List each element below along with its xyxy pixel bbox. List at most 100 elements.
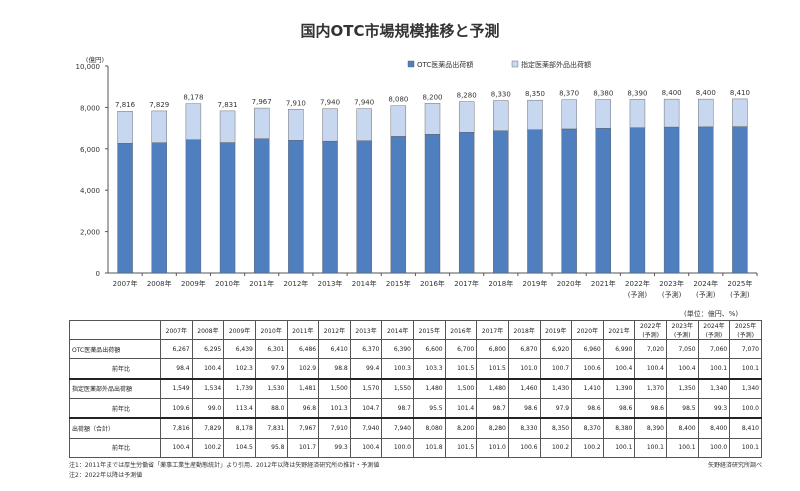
note-1: 注1：2011年までは厚生労働省「薬事工業生産動態統計」より引用、2012年以降… [69, 462, 380, 469]
table-cell: 100.1 [666, 437, 699, 459]
table-row: 前年比 98.4 100.4 102.3 97.9 102.9 98.8 99.4 100.3 1… [69, 358, 762, 379]
table-cell: 102.3 [223, 358, 256, 379]
bar-otc [117, 143, 133, 274]
row-label: 前年比 [69, 358, 161, 379]
table-cell: 1,480 [413, 377, 446, 399]
table-row: 前年比 100.4 100.2 104.5 95.8 101.7 99.3 100.4 100.… [69, 437, 762, 459]
table-cell: 98.7 [381, 397, 414, 419]
stacked-bar-chart: 0 2,000 4,000 6,000 8,000 10,000(億円) 7,816 2007… [76, 55, 758, 299]
bar-otc [151, 142, 167, 274]
forecast-mark: (予測) [696, 290, 716, 299]
table-cell: 100.4 [160, 437, 193, 459]
x-tick-label: 2021年 [591, 279, 616, 288]
table-cell: 6,800 [476, 338, 509, 360]
table-cell: 98.6 [507, 397, 541, 419]
table-cell: 88.0 [254, 397, 288, 419]
column-header: 2016年 [444, 320, 478, 340]
data-label-total: 8,380 [593, 90, 613, 98]
bar-quasi-drug [527, 99, 543, 130]
data-label-total: 7,910 [286, 99, 306, 107]
table-cell: 6,439 [223, 338, 256, 360]
column-header: 2019年 [539, 320, 573, 340]
table-row: 出荷額（合計） 7,816 7,829 8,178 7,831 7,967 7,910 7,9… [69, 417, 762, 439]
row-label: OTC医薬品出荷額 [69, 338, 161, 360]
x-tick-label: 2025年 [728, 279, 753, 288]
bar-quasi-drug [698, 98, 714, 128]
bar-quasi-drug [254, 107, 270, 139]
x-tick-label: 2018年 [488, 279, 513, 288]
table-cell: 8,370 [571, 417, 604, 439]
table-cell: 8,330 [507, 417, 541, 439]
y-tick-label: 0 [96, 270, 100, 278]
table-cell: 6,295 [191, 338, 225, 360]
data-label-total: 8,200 [422, 93, 442, 101]
table-cell: 101.5 [444, 358, 478, 379]
table-cell: 8,178 [223, 417, 256, 439]
bar-otc [527, 129, 543, 274]
table-cell: 98.6 [571, 397, 604, 419]
bar-otc [356, 140, 372, 274]
forecast-mark: (予測) [662, 290, 682, 299]
x-tick-label: 2012年 [283, 279, 308, 288]
bar-quasi-drug [732, 98, 748, 127]
data-table: 2007年 2008年 2009年 2010年 2011年 2012年 2013年 2014年… [69, 320, 762, 459]
table-row: 前年比 109.6 99.0 113.4 88.0 96.8 101.3 104.7 98.7 9… [69, 397, 762, 419]
bar-otc [663, 126, 680, 274]
x-tick-label: 2014年 [352, 279, 377, 288]
table-cell: 101.7 [286, 437, 320, 459]
table-cell: 7,070 [729, 338, 762, 360]
table-cell: 100.2 [539, 437, 573, 459]
table-cell: 1,340 [729, 377, 762, 399]
x-tick-label: 2024年 [693, 279, 718, 288]
x-tick-label: 2010年 [215, 279, 240, 288]
table-cell: 102.9 [286, 358, 320, 379]
column-header: 2024年(予測) [697, 320, 731, 340]
table-cell: 1,460 [507, 377, 541, 399]
table-cell: 6,600 [413, 338, 446, 360]
row-label: 前年比 [69, 437, 161, 459]
table-cell: 98.7 [476, 397, 509, 419]
bar-quasi-drug [458, 101, 475, 133]
table-cell: 7,967 [286, 417, 320, 439]
table-cell: 1,739 [223, 377, 256, 399]
table-cell: 1,550 [381, 377, 414, 399]
bar-otc [254, 138, 270, 274]
table-cell: 7,831 [254, 417, 288, 439]
row-label: 前年比 [69, 397, 161, 419]
table-cell: 8,390 [634, 417, 667, 439]
table-cell: 8,280 [476, 417, 509, 439]
bar-otc [595, 128, 611, 274]
data-label-total: 8,400 [696, 89, 716, 97]
data-label-total: 8,080 [388, 96, 408, 104]
table-cell: 1,500 [318, 377, 351, 399]
table-cell: 98.5 [666, 397, 699, 419]
table-cell: 113.4 [223, 397, 256, 419]
bar-otc [390, 136, 407, 274]
table-cell: 104.7 [349, 397, 383, 419]
table-cell: 1,549 [160, 377, 193, 399]
bar-otc [458, 132, 475, 274]
table-cell: 100.4 [602, 358, 636, 379]
table-cell: 97.9 [254, 358, 288, 379]
table-cell: 6,267 [160, 338, 193, 360]
data-label-total: 7,829 [149, 101, 169, 109]
table-cell: 101.4 [444, 397, 478, 419]
table-cell: 100.1 [729, 358, 762, 379]
bar-quasi-drug [629, 99, 646, 128]
table-cell: 7,829 [191, 417, 225, 439]
bar-otc [322, 140, 338, 274]
y-tick-label: 2,000 [80, 229, 100, 237]
table-cell: 1,350 [666, 377, 699, 399]
table-cell: 97.9 [539, 397, 573, 419]
table-cell: 1,430 [539, 377, 573, 399]
table-cell: 1,390 [602, 377, 636, 399]
table-cell: 100.6 [571, 358, 604, 379]
table-cell: 6,370 [349, 338, 383, 360]
table-cell: 7,940 [349, 417, 383, 439]
forecast-mark: (予測) [730, 290, 750, 299]
table-cell: 109.6 [160, 397, 193, 419]
table-cell: 96.8 [286, 397, 320, 419]
table-cell: 1,530 [254, 377, 288, 399]
data-label-total: 8,178 [183, 94, 203, 102]
bar-quasi-drug [595, 99, 611, 129]
